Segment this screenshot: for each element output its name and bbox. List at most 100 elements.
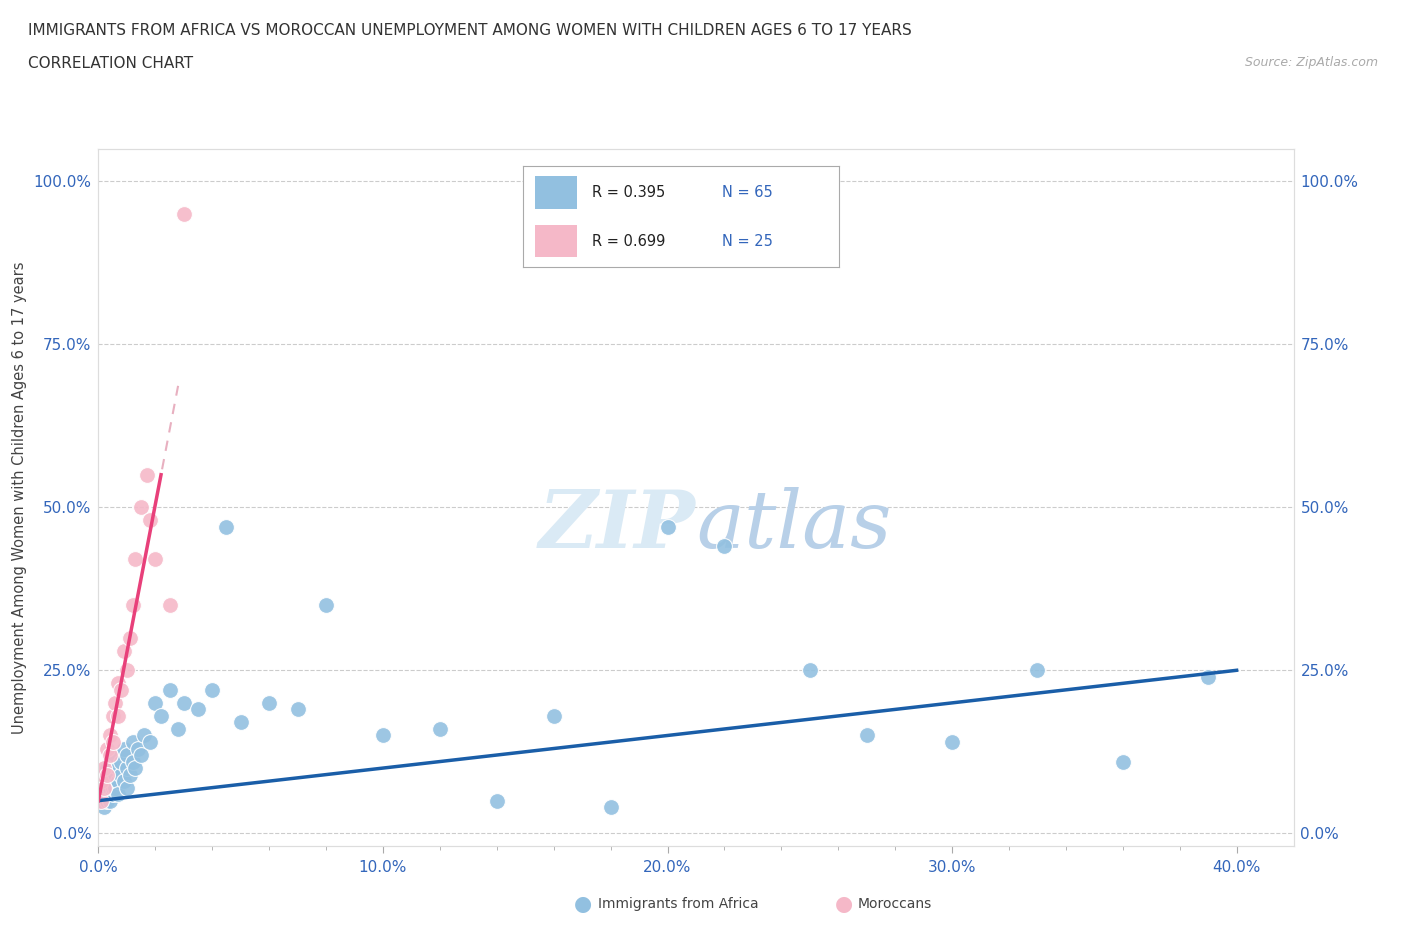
Point [90,774,112,789]
Point [121,598,143,613]
Point [101,709,124,724]
Point [1026,663,1049,678]
Point [110,683,132,698]
Point [201,683,224,698]
Point [138,735,160,750]
Point [543,709,565,724]
Point [107,787,129,802]
Point [104,767,127,782]
Point [127,741,149,756]
Point [121,735,143,750]
Point [485,793,508,808]
Point [115,748,138,763]
Point [429,722,451,737]
Point [107,709,129,724]
Point [110,754,132,769]
Point [115,780,138,795]
Point [173,206,195,221]
Point [150,709,173,724]
Point [104,780,127,795]
Point [90,793,112,808]
Point [101,774,124,789]
Point [124,761,146,776]
Point [90,774,112,789]
Point [107,761,129,776]
Point [101,761,124,776]
Text: ●: ● [575,894,592,914]
Point [90,793,112,808]
Point [599,800,621,815]
Point [173,696,195,711]
Text: Source: ZipAtlas.com: Source: ZipAtlas.com [1244,56,1378,69]
Text: IMMIGRANTS FROM AFRICA VS MOROCCAN UNEMPLOYMENT AMONG WOMEN WITH CHILDREN AGES 6: IMMIGRANTS FROM AFRICA VS MOROCCAN UNEMP… [28,23,912,38]
Point [96,767,118,782]
Point [93,780,115,795]
Point [98,728,121,743]
Point [112,774,135,789]
Point [96,761,118,776]
Text: atlas: atlas [696,486,891,565]
Point [1112,754,1135,769]
Point [107,774,129,789]
Point [713,539,735,554]
Point [93,780,115,795]
Point [118,767,141,782]
Point [107,676,129,691]
Point [98,754,121,769]
Point [257,696,280,711]
Point [98,767,121,782]
Point [315,598,337,613]
Point [187,702,209,717]
Point [98,748,121,763]
Point [115,761,138,776]
Point [98,793,121,808]
Point [118,631,141,645]
Point [143,696,166,711]
Text: Moroccans: Moroccans [858,897,932,911]
Point [143,552,166,567]
Point [104,748,127,763]
Point [129,748,152,763]
Point [112,741,135,756]
Point [159,683,181,698]
Point [96,793,118,808]
Point [110,767,132,782]
Point [96,741,118,756]
Point [96,774,118,789]
Point [371,728,394,743]
Point [98,780,121,795]
Point [135,467,157,482]
Point [93,800,115,815]
Point [138,513,160,528]
Point [855,728,877,743]
Y-axis label: Unemployment Among Women with Children Ages 6 to 17 years: Unemployment Among Women with Children A… [13,261,27,734]
Point [941,735,963,750]
Point [101,735,124,750]
Point [799,663,821,678]
Text: Immigrants from Africa: Immigrants from Africa [598,897,758,911]
Point [93,761,115,776]
Point [215,520,238,535]
Text: ZIP: ZIP [538,486,696,565]
Point [229,715,252,730]
Point [104,696,127,711]
Point [657,520,679,535]
Point [1197,670,1219,684]
Point [121,754,143,769]
Point [101,787,124,802]
Text: CORRELATION CHART: CORRELATION CHART [28,56,193,71]
Point [167,722,190,737]
Point [90,780,112,795]
Text: ●: ● [835,894,852,914]
Point [112,644,135,658]
Point [93,767,115,782]
Point [96,787,118,802]
Point [115,663,138,678]
Point [124,552,146,567]
Point [132,728,155,743]
Point [101,780,124,795]
Point [129,500,152,515]
Point [287,702,309,717]
Point [159,598,181,613]
Point [93,787,115,802]
